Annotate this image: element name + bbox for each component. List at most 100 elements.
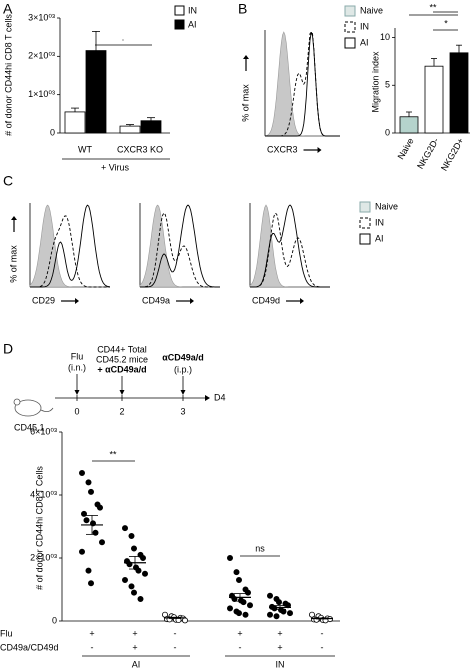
y-tick-label: 5 (385, 80, 390, 90)
row-mark: - (174, 628, 177, 638)
bar (64, 111, 86, 134)
dot (275, 599, 282, 606)
sem-bar (129, 556, 141, 570)
error-bar (406, 111, 412, 117)
legend-swatch (359, 201, 371, 213)
dot (240, 599, 247, 606)
histogram (250, 204, 330, 288)
event-text: (i.n.) (68, 362, 86, 372)
error-bar (456, 44, 462, 53)
event-text: CD44+ Total (97, 344, 147, 354)
histogram (140, 204, 220, 288)
histogram (29, 204, 110, 288)
dot (83, 517, 90, 524)
bar (85, 50, 107, 134)
row-mark: + (132, 642, 137, 652)
y-tick-label: 2×10⁰³ (28, 51, 55, 61)
row-mark: - (91, 642, 94, 652)
x-tick-label: NKG2D- (415, 136, 441, 170)
row-label: Flu (0, 628, 13, 638)
group-label: + Virus (101, 162, 130, 172)
legend-swatch (344, 5, 356, 17)
timeline-end: D4 (214, 392, 226, 402)
x-tick-label: NKG2D+ (439, 136, 466, 172)
legend-label: IN (188, 5, 197, 15)
y-tick-label: 2×10⁰³ (30, 552, 57, 562)
dot (246, 602, 253, 609)
sig-label: * (444, 18, 448, 28)
sig-label: ** (429, 2, 437, 12)
x-axis-label: CXCR3 (267, 144, 298, 154)
histogram (30, 215, 110, 288)
dot (97, 504, 104, 511)
arrow-head (180, 390, 186, 395)
dot (130, 589, 137, 596)
dot (226, 555, 233, 562)
event-text: Flu (71, 351, 84, 361)
y-tick-label: 1×10⁰³ (28, 89, 55, 99)
histogram (265, 32, 340, 137)
legend-label: Naive (375, 201, 398, 211)
histogram (249, 204, 330, 288)
dot (122, 577, 129, 584)
legend-swatch (174, 19, 185, 30)
sig-label: ns (255, 543, 265, 553)
dot (181, 617, 188, 624)
arrow-head (300, 298, 305, 304)
legend-swatch (344, 21, 356, 33)
dot (99, 539, 106, 546)
arrow-head (119, 390, 125, 395)
dot (88, 488, 95, 495)
bar (449, 52, 469, 134)
dot (273, 613, 280, 620)
dot (85, 479, 92, 486)
dot (130, 545, 137, 552)
x-axis-label: CD29 (32, 295, 55, 305)
y-tick-label: 6×10⁰³ (30, 426, 57, 436)
row-mark: + (89, 628, 94, 638)
dot (286, 610, 293, 617)
y-axis-label: % of max (8, 245, 18, 283)
arrow-head (75, 298, 80, 304)
sem-bar (86, 515, 98, 535)
legend-label: AI (360, 37, 369, 47)
y-tick-label: 3×10⁰³ (28, 12, 55, 22)
mouse-label: CD45.1 (14, 422, 45, 432)
dot (235, 577, 242, 584)
legend-label: AI (375, 233, 384, 243)
dot (128, 583, 135, 590)
dot (79, 548, 86, 555)
dot (235, 610, 242, 617)
bar (140, 120, 162, 134)
x-tick-label: CXCR3 KO (117, 144, 163, 154)
bar (119, 125, 141, 134)
row-mark: - (174, 642, 177, 652)
dot (244, 589, 251, 596)
event-text: (i.p.) (174, 364, 192, 374)
error-bar (431, 58, 437, 67)
dot (266, 592, 273, 599)
arrow-head (243, 55, 249, 59)
event-text: CD45.2 mice (96, 354, 148, 364)
legend-swatch (344, 37, 356, 49)
panel-label: D (3, 341, 13, 357)
dot (85, 567, 92, 574)
row-label: CD49a/CD49d (0, 642, 59, 652)
dot (226, 605, 233, 612)
group-label: AI (132, 659, 141, 669)
y-tick-label: 0 (385, 127, 390, 137)
y-axis-label: % of max (240, 84, 250, 122)
dot (122, 525, 129, 532)
legend-swatch (359, 233, 371, 245)
row-mark: - (321, 642, 324, 652)
x-tick-label: Naive (396, 136, 416, 161)
timeline-day: 0 (74, 406, 79, 416)
dot (233, 569, 240, 576)
row-mark: + (237, 628, 242, 638)
dot (141, 570, 148, 577)
row-mark: + (132, 628, 137, 638)
y-tick-label: 0 (52, 615, 57, 625)
panel-label: C (3, 173, 13, 189)
row-mark: - (321, 628, 324, 638)
